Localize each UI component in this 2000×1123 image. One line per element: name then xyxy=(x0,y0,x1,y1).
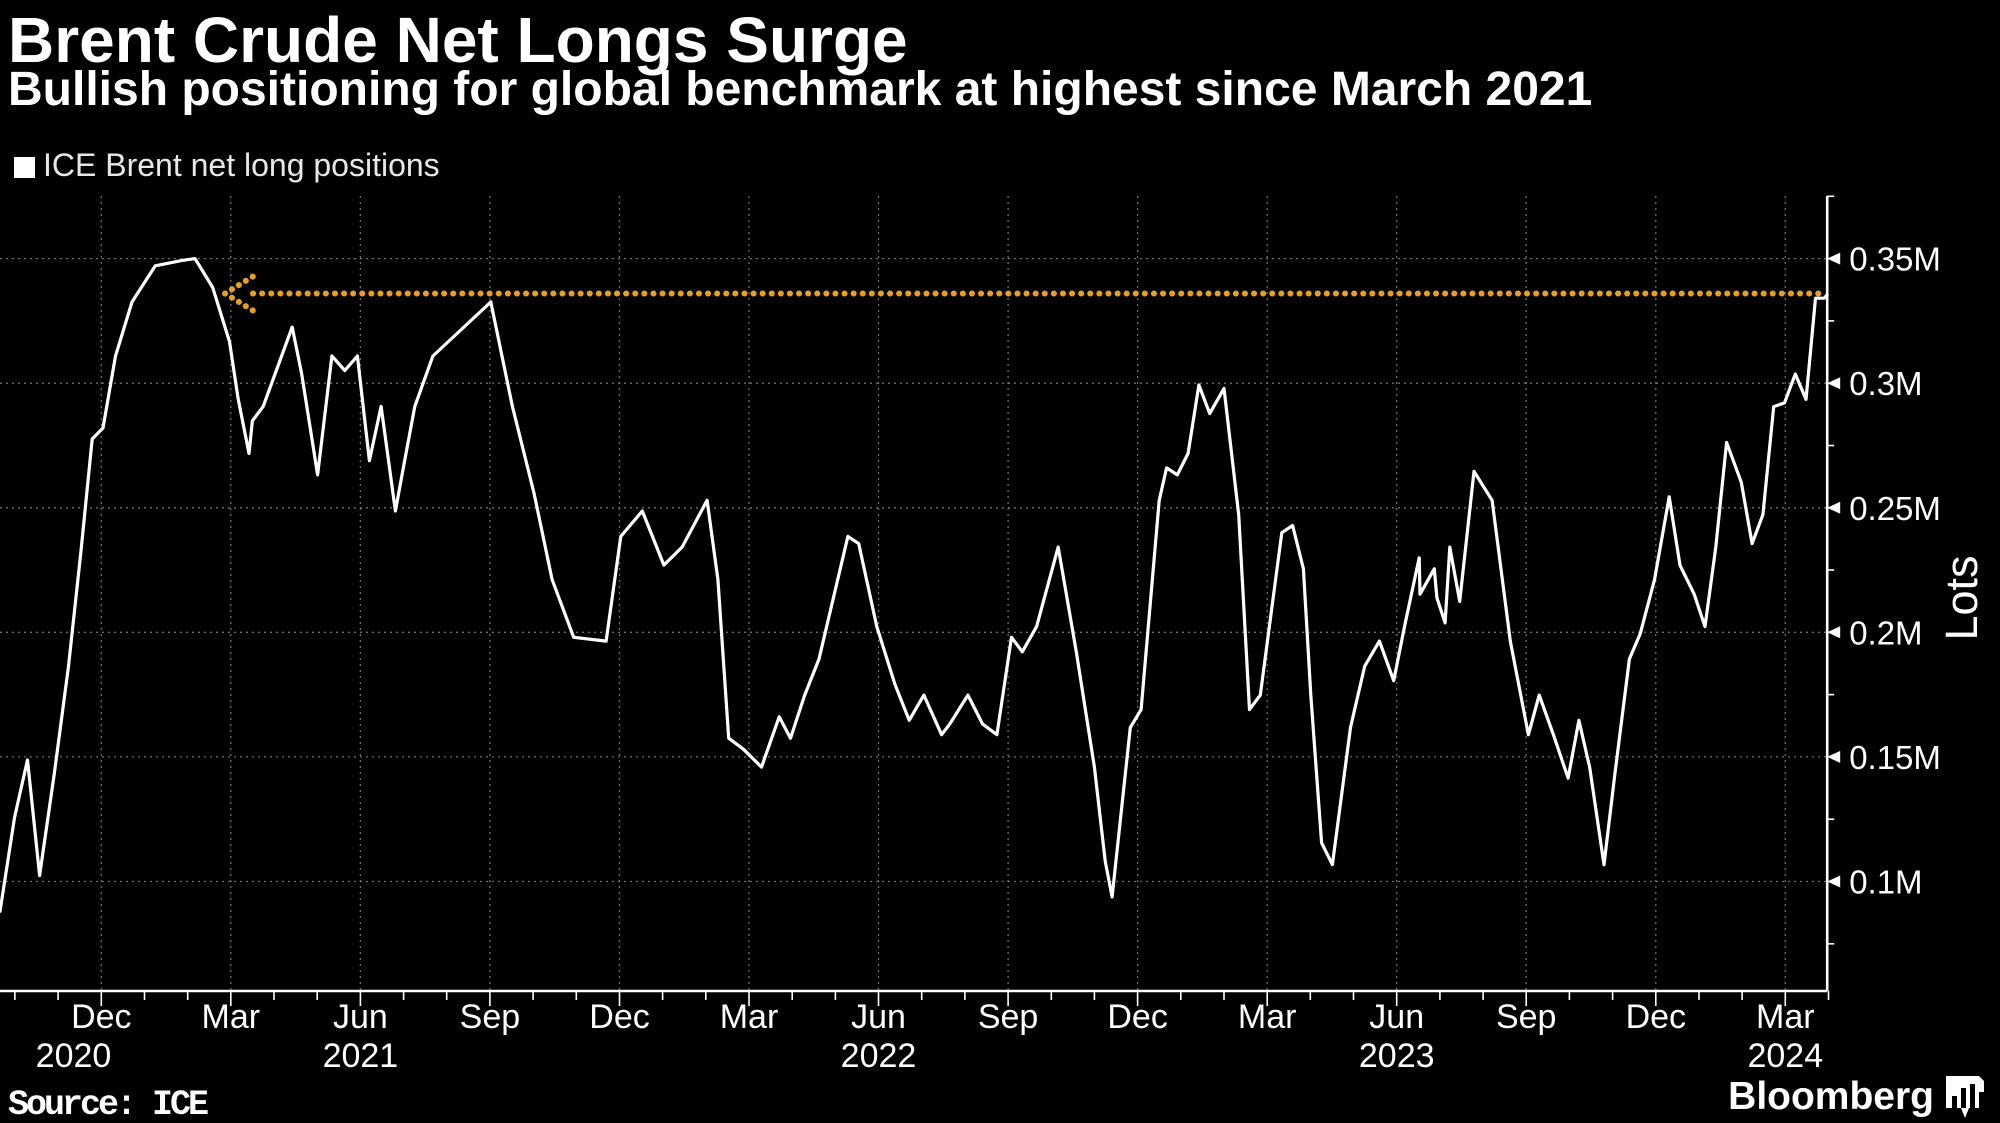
svg-text:0.25M: 0.25M xyxy=(1849,490,1941,527)
svg-text:Sep: Sep xyxy=(1496,998,1557,1036)
svg-text:0.2M: 0.2M xyxy=(1849,614,1922,651)
svg-text:Lots: Lots xyxy=(1936,555,1987,640)
svg-text:0.15M: 0.15M xyxy=(1849,739,1941,776)
svg-text:Dec: Dec xyxy=(1626,998,1686,1036)
svg-text:Dec: Dec xyxy=(1107,998,1167,1036)
svg-text:Dec: Dec xyxy=(589,998,649,1036)
svg-text:Sep: Sep xyxy=(460,998,521,1036)
svg-text:Mar: Mar xyxy=(1238,998,1297,1036)
svg-text:2024: 2024 xyxy=(1747,1037,1823,1075)
svg-text:2023: 2023 xyxy=(1359,1037,1435,1075)
svg-text:Mar: Mar xyxy=(720,998,779,1036)
svg-text:Jun: Jun xyxy=(851,998,906,1036)
svg-text:Dec: Dec xyxy=(71,998,131,1036)
svg-text:2021: 2021 xyxy=(323,1037,399,1075)
svg-text:Mar: Mar xyxy=(202,998,261,1036)
svg-text:2022: 2022 xyxy=(841,1037,917,1075)
svg-text:Jun: Jun xyxy=(1369,998,1424,1036)
svg-text:0.35M: 0.35M xyxy=(1849,241,1941,278)
svg-text:Sep: Sep xyxy=(978,998,1039,1036)
svg-text:Mar: Mar xyxy=(1756,998,1815,1036)
svg-text:0.1M: 0.1M xyxy=(1849,864,1922,901)
svg-text:0.3M: 0.3M xyxy=(1849,365,1922,402)
svg-text:Jun: Jun xyxy=(333,998,388,1036)
svg-text:2020: 2020 xyxy=(36,1037,112,1075)
